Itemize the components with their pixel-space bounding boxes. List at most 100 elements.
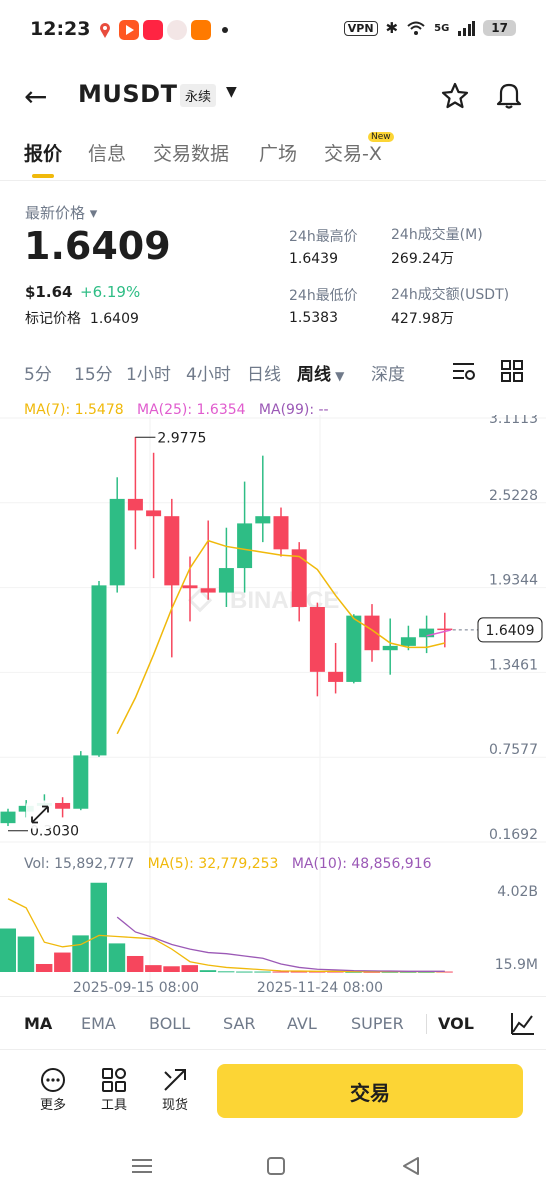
interval-1w[interactable]: 周线 ▼ — [297, 365, 345, 385]
last-price-label[interactable]: 最新价格 ▾ — [25, 204, 98, 222]
more-action[interactable]: 更多 — [29, 1066, 77, 1113]
usd-price: $1.64 — [25, 283, 73, 301]
candle-body — [400, 637, 416, 646]
status-indicators: VPN ✱ 5G 17 — [343, 19, 516, 37]
indicator-chart-icon[interactable] — [511, 1012, 535, 1036]
tools-action[interactable]: 工具 — [90, 1066, 138, 1113]
bell-icon[interactable] — [495, 80, 523, 110]
candle-body — [437, 628, 453, 631]
volume-bar — [145, 965, 162, 972]
spot-action[interactable]: 现货 — [151, 1066, 199, 1113]
map-pin-icon — [95, 20, 115, 40]
volume-bar — [0, 928, 16, 972]
ma-legend: MA(7): 1.5478 MA(25): 1.6354 MA(99): -- — [24, 402, 329, 418]
back-arrow-icon[interactable]: ← — [24, 80, 48, 113]
interval-1h[interactable]: 1小时 — [126, 365, 171, 385]
candle-body — [73, 755, 89, 809]
tab-quote[interactable]: 报价 — [24, 143, 63, 165]
mark-price-row: 标记价格 1.6409 — [25, 311, 139, 327]
volume-axis-label: 4.02B — [497, 884, 538, 900]
interval-4h[interactable]: 4小时 — [186, 365, 231, 385]
y-axis-label: 1.9344 — [489, 573, 538, 589]
candle-body — [91, 585, 107, 756]
candle-body — [291, 549, 307, 607]
candle-body — [200, 588, 216, 593]
vol-ma5-legend: MA(5): 32,779,253 — [147, 856, 279, 872]
star-favorite-icon[interactable] — [441, 82, 469, 110]
volume-bar — [345, 971, 362, 973]
indicator-bar — [0, 996, 546, 1050]
volume-bar — [35, 963, 53, 972]
volume-legend: Vol: 15,892,777 MA(5): 32,779,253 MA(10)… — [24, 856, 432, 872]
indicator-ema[interactable]: EMA — [81, 1014, 116, 1033]
candle-body — [273, 516, 289, 550]
symbol-dropdown-icon[interactable]: ▼ — [226, 84, 237, 100]
volume-bar — [54, 952, 71, 972]
recent-apps-icon[interactable] — [130, 1156, 154, 1176]
bluetooth-icon: ✱ — [385, 19, 399, 37]
indicator-vol[interactable]: VOL — [438, 1014, 474, 1033]
tools-label: 工具 — [100, 1098, 127, 1113]
turnover-label: 24h成交额(USDT) — [391, 287, 510, 303]
volume-bar — [272, 971, 289, 973]
volume-bar — [17, 936, 35, 972]
volume-bar — [90, 882, 107, 972]
vpn-badge: VPN — [343, 20, 378, 36]
candle-body — [55, 802, 71, 809]
binance-logo-icon — [187, 588, 213, 613]
vol-ma10-legend: MA(10): 48,856,916 — [291, 856, 432, 872]
indicator-ma[interactable]: MA — [24, 1014, 53, 1033]
candle-body — [182, 585, 198, 589]
volume-bar — [363, 971, 380, 973]
ma25-legend: MA(25): 1.6354 — [137, 402, 246, 418]
volume-bar — [72, 935, 89, 972]
indicator-sar[interactable]: SAR — [223, 1014, 256, 1033]
symbol-title[interactable]: MUSDT — [78, 80, 178, 108]
ma7-line — [116, 539, 445, 735]
indicator-super[interactable]: SUPER — [351, 1014, 404, 1033]
expand-icon — [31, 805, 49, 824]
indicator-divider — [426, 1014, 427, 1034]
volume-bar — [381, 971, 399, 973]
kline-chart[interactable]: BINANCE3.11132.52281.93441.34610.75770.1… — [0, 415, 546, 1000]
volume-bar — [163, 966, 180, 972]
main-tabs: 报价 信息 交易数据 广场 交易-X New — [0, 132, 546, 181]
high-marker-label: 2.9775 — [157, 430, 206, 446]
candle-body — [109, 498, 125, 586]
tab-info[interactable]: 信息 — [88, 143, 127, 165]
y-axis-label: 2.5228 — [489, 488, 538, 504]
volume-bar — [108, 943, 126, 972]
interval-15m[interactable]: 15分 — [74, 365, 113, 385]
mark-price: 1.6409 — [89, 311, 139, 327]
signal-icon — [458, 21, 476, 36]
back-nav-icon[interactable] — [400, 1156, 422, 1178]
candle-body — [419, 628, 435, 638]
spot-label: 现货 — [161, 1098, 188, 1113]
home-icon[interactable] — [266, 1156, 288, 1178]
ma25-line — [426, 629, 451, 637]
tab-trade-x[interactable]: 交易-X — [324, 143, 382, 165]
candle-body — [0, 811, 16, 824]
indicator-avl[interactable]: AVL — [287, 1014, 317, 1033]
volume-axis-label: 15.9M — [495, 957, 538, 973]
vol-ma10-line — [116, 916, 445, 972]
layout-grid-icon[interactable] — [501, 360, 523, 382]
candle-body — [218, 568, 234, 593]
tab-trading-data[interactable]: 交易数据 — [153, 143, 230, 165]
header: ← MUSDT 永续 ▼ — [0, 70, 546, 120]
battery-level: 17 — [483, 20, 516, 36]
interval-depth[interactable]: 深度 — [371, 365, 405, 385]
candle-body — [328, 671, 344, 682]
last-price: 1.6409 — [24, 224, 171, 268]
x-axis-label: 2025-09-15 08:00 — [73, 980, 199, 996]
interval-5m[interactable]: 5分 — [24, 365, 52, 385]
more-label: 更多 — [39, 1098, 66, 1113]
tab-square[interactable]: 广场 — [259, 143, 298, 165]
volume-bar — [126, 955, 144, 972]
interval-1d[interactable]: 日线 — [247, 365, 281, 385]
indicator-boll[interactable]: BOLL — [149, 1014, 191, 1033]
chart-settings-icon[interactable] — [452, 360, 476, 382]
x-axis-label: 2025-11-24 08:00 — [257, 980, 383, 996]
trade-button[interactable]: 交易 — [217, 1064, 523, 1118]
y-axis-label: 1.3461 — [489, 657, 538, 673]
